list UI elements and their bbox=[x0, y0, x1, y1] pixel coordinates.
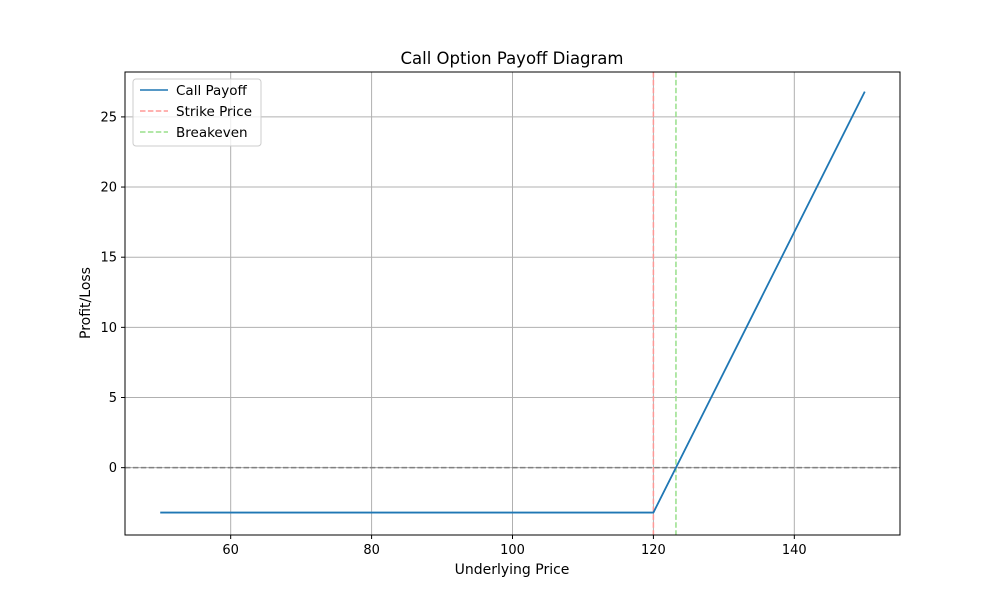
x-axis-ticks: 60 80 100 120 140 bbox=[222, 535, 807, 558]
x-tick-label-80: 80 bbox=[363, 543, 380, 558]
x-tick-label-140: 140 bbox=[782, 543, 807, 558]
y-tick-label-10: 10 bbox=[100, 321, 117, 336]
y-tick-label-0: 0 bbox=[109, 461, 117, 476]
y-axis-label: Profit/Loss bbox=[78, 267, 94, 339]
series-line-call-payoff bbox=[160, 91, 866, 514]
y-tick-label-20: 20 bbox=[100, 181, 117, 196]
chart-title: Call Option Payoff Diagram bbox=[401, 49, 624, 68]
series-lines bbox=[160, 91, 866, 514]
legend-label-call-payoff: Call Payoff bbox=[176, 83, 248, 99]
y-tick-label-15: 15 bbox=[100, 251, 117, 266]
legend: Call Payoff Strike Price Breakeven bbox=[132, 78, 262, 147]
x-tick-label-100: 100 bbox=[500, 543, 525, 558]
legend-box bbox=[132, 78, 262, 147]
x-tick-label-120: 120 bbox=[641, 543, 666, 558]
reference-lines bbox=[125, 72, 900, 535]
x-axis-label: Underlying Price bbox=[455, 562, 570, 578]
legend-label-breakeven: Breakeven bbox=[176, 125, 248, 141]
legend-label-strike-price: Strike Price bbox=[176, 104, 252, 120]
y-tick-label-25: 25 bbox=[100, 110, 117, 125]
grid bbox=[125, 72, 900, 535]
x-tick-label-60: 60 bbox=[222, 543, 239, 558]
y-axis-ticks: 0 5 10 15 20 25 bbox=[100, 110, 125, 476]
y-tick-label-5: 5 bbox=[109, 391, 117, 406]
